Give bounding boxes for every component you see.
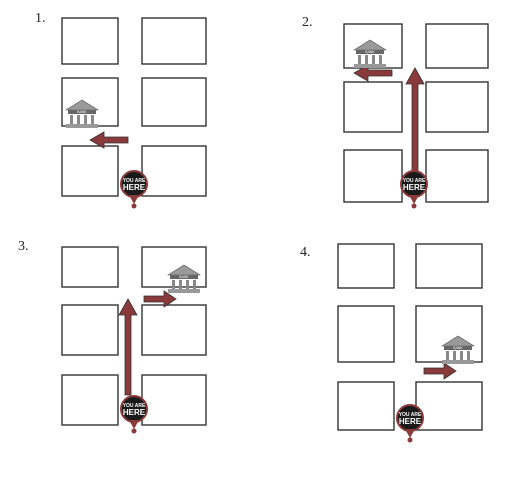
block <box>61 145 119 197</box>
block <box>61 246 119 288</box>
block <box>343 149 403 203</box>
block <box>141 77 207 127</box>
map-drawing-1: BANK YOU ARE HERE <box>61 17 207 209</box>
map-drawing-2: BANK YOU ARE HERE <box>343 23 489 209</box>
building-caption: BANK <box>453 346 463 350</box>
building-caption: BANK <box>179 275 189 279</box>
direction-arrow-up <box>118 298 138 396</box>
marker-text-bottom: HERE <box>123 183 146 192</box>
direction-arrow-up <box>405 67 425 173</box>
panel-number-4: 4. <box>300 245 311 260</box>
direction-arrow-right <box>423 362 457 380</box>
block <box>61 374 119 426</box>
block <box>141 304 207 356</box>
marker-text-top: YOU ARE <box>123 403 146 409</box>
block <box>337 305 395 363</box>
block <box>425 81 489 133</box>
building-icon <box>64 99 100 128</box>
direction-arrow-right <box>143 290 177 308</box>
block <box>141 374 207 426</box>
marker-text-top: YOU ARE <box>403 178 426 184</box>
marker-text-bottom: HERE <box>403 183 426 192</box>
block <box>343 81 403 133</box>
block <box>337 381 395 431</box>
block <box>61 304 119 356</box>
block <box>141 145 207 197</box>
block <box>415 243 483 289</box>
map-panel-2: BANK YOU ARE HERE <box>342 22 490 222</box>
you-are-here-pin <box>400 170 428 209</box>
marker-text-bottom: HERE <box>123 408 146 417</box>
map-panel-4: BANK YOU ARE HERE <box>336 242 484 443</box>
map-drawing-3: BANK YOU ARE HERE <box>61 246 207 434</box>
marker-text-top: YOU ARE <box>399 412 422 418</box>
building-caption: BANK <box>365 50 375 54</box>
you-are-here-pin <box>120 395 148 434</box>
block <box>61 17 119 65</box>
you-are-here-pin <box>396 404 424 443</box>
direction-arrow-left <box>89 131 129 149</box>
panel-number-2: 2. <box>302 15 313 30</box>
direction-arrow-left <box>353 64 393 82</box>
building-caption: BANK <box>77 110 87 114</box>
block <box>425 23 489 69</box>
building-icon <box>352 39 388 68</box>
block <box>337 243 395 289</box>
marker-text-bottom: HERE <box>399 417 422 426</box>
you-are-here-pin <box>120 170 148 209</box>
panel-number-3: 3. <box>18 239 29 254</box>
map-drawing-4: BANK YOU ARE HERE <box>337 243 483 443</box>
marker-text-top: YOU ARE <box>123 178 146 184</box>
building-icon <box>440 335 476 364</box>
block <box>425 149 489 203</box>
building-icon <box>166 264 202 293</box>
map-panel-1: BANK YOU ARE HERE <box>60 16 208 216</box>
map-panel-3: BANK YOU ARE HERE <box>60 245 208 445</box>
block <box>415 381 483 431</box>
block <box>141 17 207 65</box>
panel-number-1: 1. <box>35 11 46 26</box>
